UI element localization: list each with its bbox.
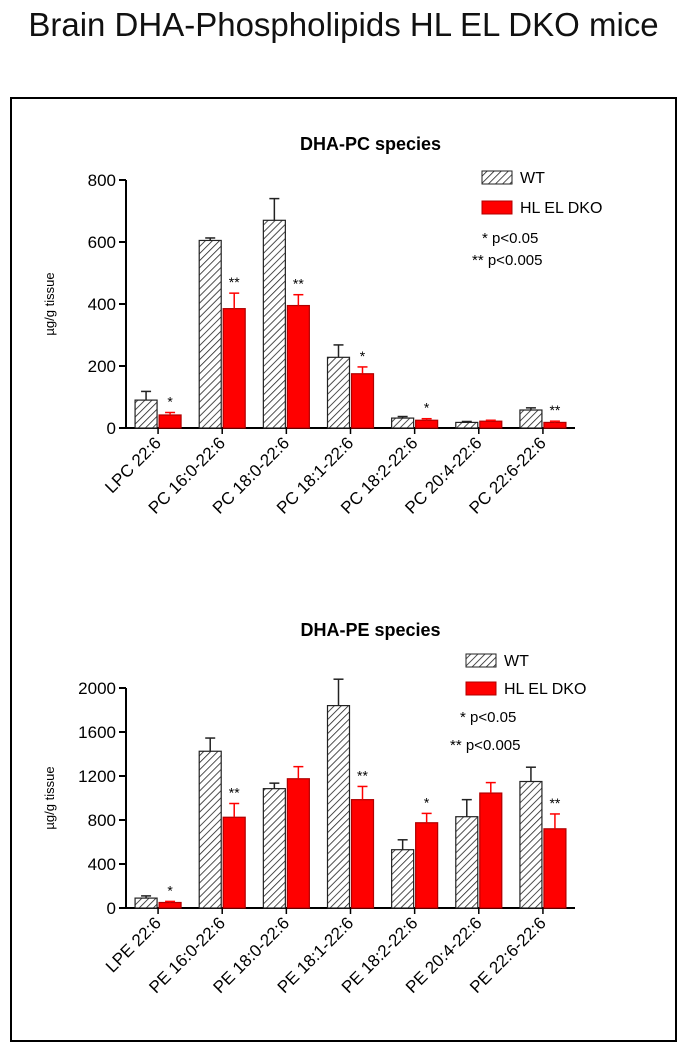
y-tick-label: 2000	[78, 679, 116, 698]
bar-dko	[286, 304, 310, 429]
pvalue-note: ** p<0.005	[450, 737, 520, 754]
bar-wt	[455, 421, 479, 429]
y-tick-label: 0	[107, 419, 116, 438]
y-tick-label: 200	[88, 357, 116, 376]
legend-label-dko: HL EL DKO	[504, 681, 586, 698]
bar-dko	[350, 799, 375, 909]
bar-wt	[455, 816, 479, 909]
bar-dko	[479, 420, 503, 429]
y-tick-label: 600	[88, 233, 116, 252]
significance-marker: *	[360, 348, 366, 364]
bar-wt	[326, 704, 351, 909]
pvalue-note: * p<0.05	[482, 230, 538, 247]
significance-marker: *	[167, 882, 173, 898]
significance-marker: **	[229, 785, 240, 801]
legend-label-wt: WT	[504, 653, 529, 670]
significance-marker: **	[229, 274, 240, 290]
bar-dko	[415, 822, 439, 909]
significance-marker: **	[549, 402, 560, 418]
bar-wt	[519, 409, 543, 429]
bar-wt	[262, 219, 286, 429]
bar-wt	[326, 356, 351, 429]
bar-wt	[262, 788, 286, 909]
bar-wt	[519, 780, 543, 909]
legend-label-wt: WT	[520, 170, 545, 187]
bar-wt	[134, 897, 158, 909]
legend-swatch-wt	[481, 170, 513, 185]
legend-label-dko: HL EL DKO	[520, 200, 602, 217]
significance-marker: **	[293, 276, 304, 292]
x-tick-label: LPC 22:6	[101, 433, 165, 497]
bar-wt	[391, 849, 415, 909]
significance-marker: *	[424, 794, 430, 810]
y-axis-label: µg/g tissue	[42, 272, 57, 335]
significance-marker: *	[167, 394, 173, 410]
bar-dko	[350, 373, 375, 429]
bar-wt	[198, 239, 222, 429]
bar-dko	[158, 901, 182, 909]
significance-marker: **	[357, 767, 368, 783]
y-tick-label: 1600	[78, 723, 116, 742]
y-tick-label: 400	[88, 855, 116, 874]
pvalue-note: * p<0.05	[460, 709, 516, 726]
figure-frame	[10, 97, 677, 1042]
y-tick-label: 400	[88, 295, 116, 314]
significance-marker: **	[549, 795, 560, 811]
bar-dko	[543, 421, 567, 429]
y-tick-label: 800	[88, 171, 116, 190]
bar-wt	[198, 750, 222, 909]
bar-dko	[158, 414, 182, 429]
bar-dko	[479, 792, 503, 909]
chart-title: DHA-PC species	[300, 134, 441, 154]
bar-dko	[286, 778, 310, 909]
legend-swatch-dko	[481, 200, 513, 215]
bar-dko	[222, 308, 246, 429]
y-tick-label: 0	[107, 899, 116, 918]
bar-wt	[391, 417, 415, 429]
legend-swatch-dko	[465, 681, 497, 696]
bar-wt	[134, 399, 158, 429]
chart-title: DHA-PE species	[300, 620, 440, 640]
page-title: Brain DHA-Phospholipids HL EL DKO mice	[28, 6, 659, 43]
y-tick-label: 800	[88, 811, 116, 830]
legend-swatch-wt	[465, 653, 497, 668]
x-tick-label: LPE 22:6	[102, 913, 165, 976]
pvalue-note: ** p<0.005	[472, 252, 542, 269]
bar-dko	[222, 816, 246, 909]
y-tick-label: 1200	[78, 767, 116, 786]
significance-marker: *	[424, 400, 430, 416]
bar-dko	[543, 828, 567, 909]
bar-dko	[415, 419, 439, 429]
y-axis-label: µg/g tissue	[42, 766, 57, 829]
